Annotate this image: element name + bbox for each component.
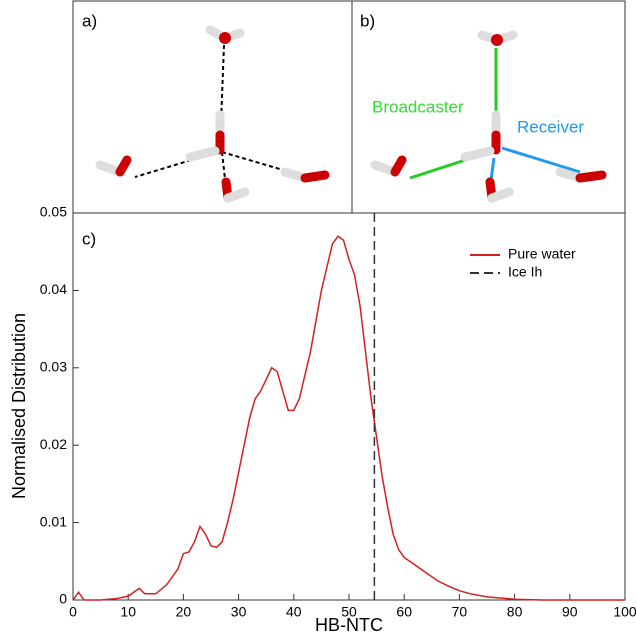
y-tick-label: 0.05	[40, 204, 67, 220]
x-axis-label: HB-NTC	[315, 615, 383, 635]
x-tick-label: 40	[286, 604, 302, 620]
x-tick-label: 50	[341, 604, 357, 620]
x-tick-label: 0	[69, 604, 77, 620]
x-tick-label: 70	[452, 604, 468, 620]
x-tick-label: 30	[231, 604, 247, 620]
y-tick-label: 0.01	[40, 513, 67, 529]
molecules	[95, 25, 330, 203]
x-tick-label: 100	[613, 604, 636, 620]
x-tick-label: 80	[507, 604, 523, 620]
y-axis-label: Normalised Distribution	[9, 313, 29, 499]
annotation: Broadcaster	[372, 97, 464, 116]
x-tick-label: 60	[396, 604, 412, 620]
panel-label: b)	[360, 11, 375, 30]
y-tick-label: 0.03	[40, 359, 67, 375]
data-line	[72, 235, 625, 601]
panel-label: c)	[82, 229, 96, 248]
panel-label: a)	[82, 11, 97, 30]
legend-label: Pure water	[508, 246, 576, 262]
annotation: Receiver	[517, 117, 584, 136]
y-tick-label: 0.04	[40, 281, 67, 297]
panel-a: a)	[72, 0, 353, 214]
x-tick-label: 90	[562, 604, 578, 620]
legend-label: Ice Ih	[508, 264, 542, 280]
x-tick-label: 20	[176, 604, 192, 620]
y-tick-label: 0.02	[40, 436, 67, 452]
panel-b: b) Broadcaster Receiver	[351, 0, 626, 214]
x-tick-label: 10	[120, 604, 136, 620]
molecules	[370, 30, 607, 203]
y-tick-label: 0	[59, 591, 67, 607]
